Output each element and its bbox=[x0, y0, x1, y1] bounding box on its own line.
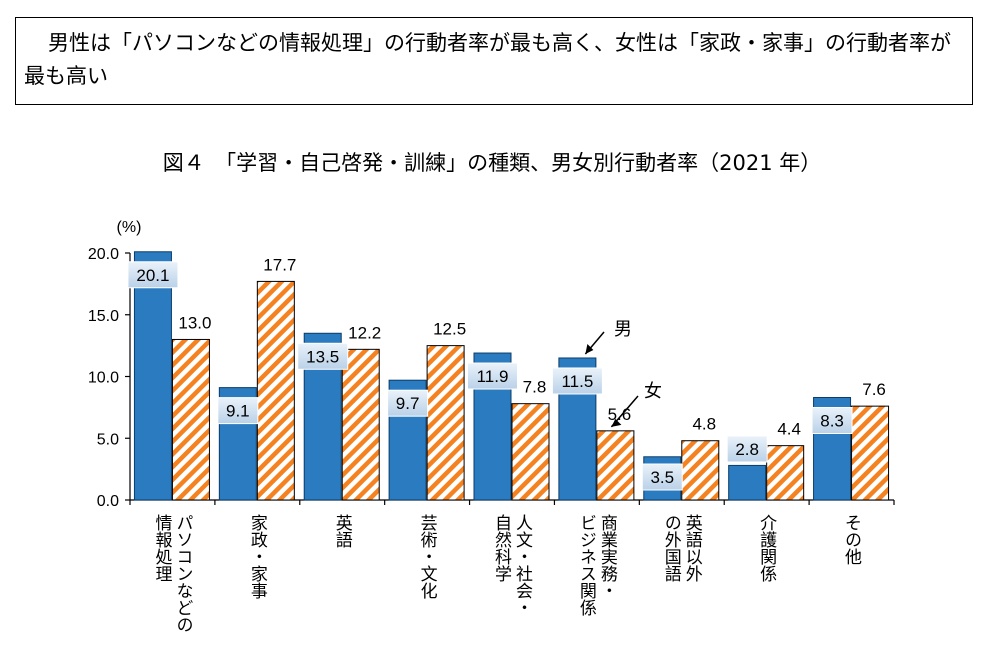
male-value-label-box bbox=[127, 261, 179, 289]
bar-female bbox=[511, 403, 550, 501]
male-value-label: 8.3 bbox=[820, 411, 844, 430]
male-value-label: 9.7 bbox=[396, 394, 420, 413]
category-label: パソコンなどの bbox=[173, 514, 192, 633]
headline-box: 男性は「パソコンなどの情報処理」の行動者率が最も高く、女性は「家政・家事」の行動… bbox=[15, 17, 973, 105]
male-value-label-box bbox=[811, 406, 853, 434]
male-value-label: 2.8 bbox=[735, 440, 759, 459]
category-label: 情報処理 bbox=[152, 514, 172, 582]
female-value-label: 12.2 bbox=[348, 323, 381, 342]
legend-male-label: 男 bbox=[614, 319, 632, 339]
category-label: 商業実務・ bbox=[598, 514, 618, 599]
y-tick-label: 0.0 bbox=[97, 493, 119, 510]
category-label: 芸術・文化 bbox=[418, 514, 438, 599]
y-tick-label: 15.0 bbox=[88, 308, 119, 325]
male-value-label-box bbox=[641, 463, 683, 491]
male-value-label: 11.5 bbox=[561, 372, 593, 391]
female-value-label: 7.6 bbox=[862, 380, 886, 399]
male-value-label: 3.5 bbox=[650, 468, 674, 487]
bar-female bbox=[256, 280, 295, 501]
legend-female-label: 女 bbox=[644, 381, 662, 401]
bar-male bbox=[133, 251, 172, 501]
category-label: 人文・社会・ bbox=[513, 514, 533, 616]
y-axis-unit: (%) bbox=[117, 219, 142, 236]
bar-female bbox=[341, 348, 380, 501]
y-tick-label: 10.0 bbox=[88, 370, 119, 387]
headline-text: 男性は「パソコンなどの情報処理」の行動者率が最も高く、女性は「家政・家事」の行動… bbox=[24, 31, 951, 88]
male-value-label: 13.5 bbox=[306, 347, 339, 366]
female-value-label: 12.5 bbox=[433, 320, 466, 339]
male-value-label-box bbox=[467, 362, 518, 390]
bar-female bbox=[171, 338, 210, 501]
male-value-label: 9.1 bbox=[226, 402, 250, 421]
male-value-label-box bbox=[297, 342, 349, 370]
category-label: 介護関係 bbox=[757, 514, 777, 583]
category-label: 英語 bbox=[333, 514, 353, 548]
category-label: 英語以外 bbox=[683, 514, 703, 582]
bar-male bbox=[728, 464, 767, 501]
male-value-label-box bbox=[551, 367, 603, 395]
male-value-label-box bbox=[387, 389, 429, 417]
legend-male-arrowhead bbox=[585, 343, 594, 354]
female-value-label: 13.0 bbox=[178, 313, 211, 332]
male-value-label-box bbox=[217, 397, 259, 425]
bar-female bbox=[681, 440, 720, 501]
female-value-label: 4.4 bbox=[777, 420, 801, 439]
category-label: ビジネス関係 bbox=[577, 514, 597, 617]
bar-female bbox=[426, 345, 465, 501]
legend-female-arrowhead bbox=[611, 418, 622, 427]
male-value-label: 11.9 bbox=[477, 367, 509, 386]
female-value-label: 17.7 bbox=[263, 255, 296, 274]
bar-female bbox=[596, 430, 635, 501]
female-value-label: 4.8 bbox=[692, 415, 716, 434]
bar-female bbox=[766, 445, 805, 501]
chart-title: 図４ 「学習・自己啓発・訓練」の種類、男女別行動者率（2021 年） bbox=[162, 151, 822, 175]
category-label: その他 bbox=[842, 514, 862, 565]
y-tick-label: 5.0 bbox=[97, 431, 119, 448]
y-tick-label: 20.0 bbox=[88, 246, 119, 263]
category-label: の外国語 bbox=[662, 514, 682, 582]
bar-female bbox=[851, 405, 890, 501]
female-value-label: 7.8 bbox=[523, 378, 547, 397]
male-value-label-box bbox=[726, 435, 768, 463]
category-label: 自然科学 bbox=[492, 514, 512, 582]
category-label: 家政・家事 bbox=[248, 514, 268, 599]
male-value-label: 20.1 bbox=[136, 266, 169, 285]
